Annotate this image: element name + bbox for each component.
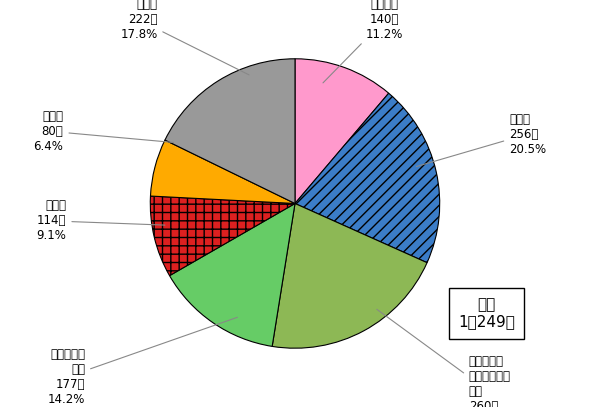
Wedge shape [295,59,389,204]
Text: 日本国籍
140件
11.2%: 日本国籍 140件 11.2% [323,0,404,83]
Text: その他
222件
17.8%: その他 222件 17.8% [120,0,249,75]
Text: 欧州（ノル
ウェー除く）
国籍
260件
20.8%: 欧州（ノル ウェー除く） 国籍 260件 20.8% [377,309,511,407]
Text: 韓国籍
80件
6.4%: 韓国籍 80件 6.4% [34,109,173,153]
Wedge shape [295,93,440,263]
Wedge shape [165,59,295,204]
Text: 中国籍
114件
9.1%: 中国籍 114件 9.1% [37,199,165,242]
Text: ノルウェー
国籍
177件
14.2%: ノルウェー 国籍 177件 14.2% [48,317,237,406]
Wedge shape [150,140,295,204]
Text: 米国籍
256件
20.5%: 米国籍 256件 20.5% [417,113,546,166]
Wedge shape [150,196,295,276]
Wedge shape [169,204,295,346]
Text: 合計
1，249件: 合計 1，249件 [458,297,515,330]
Wedge shape [272,204,427,348]
